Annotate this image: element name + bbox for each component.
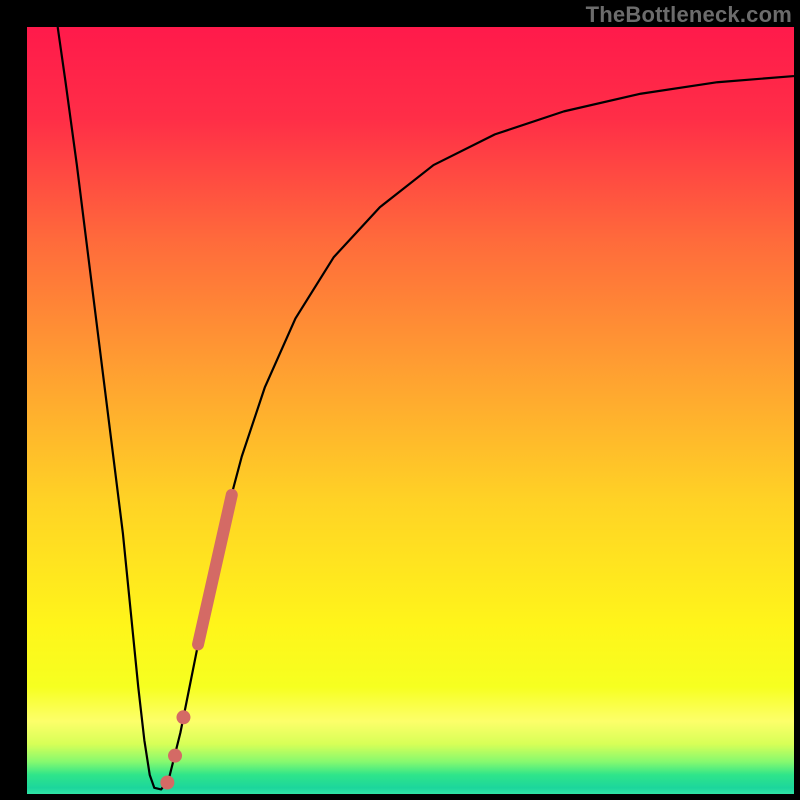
chart-canvas: TheBottleneck.com: [0, 0, 800, 800]
highlight-dot: [168, 749, 182, 763]
highlight-dot: [176, 710, 190, 724]
bottleneck-chart-svg: [0, 0, 800, 800]
highlight-dot: [160, 776, 174, 790]
plot-background: [27, 27, 794, 794]
watermark-label: TheBottleneck.com: [586, 2, 792, 28]
